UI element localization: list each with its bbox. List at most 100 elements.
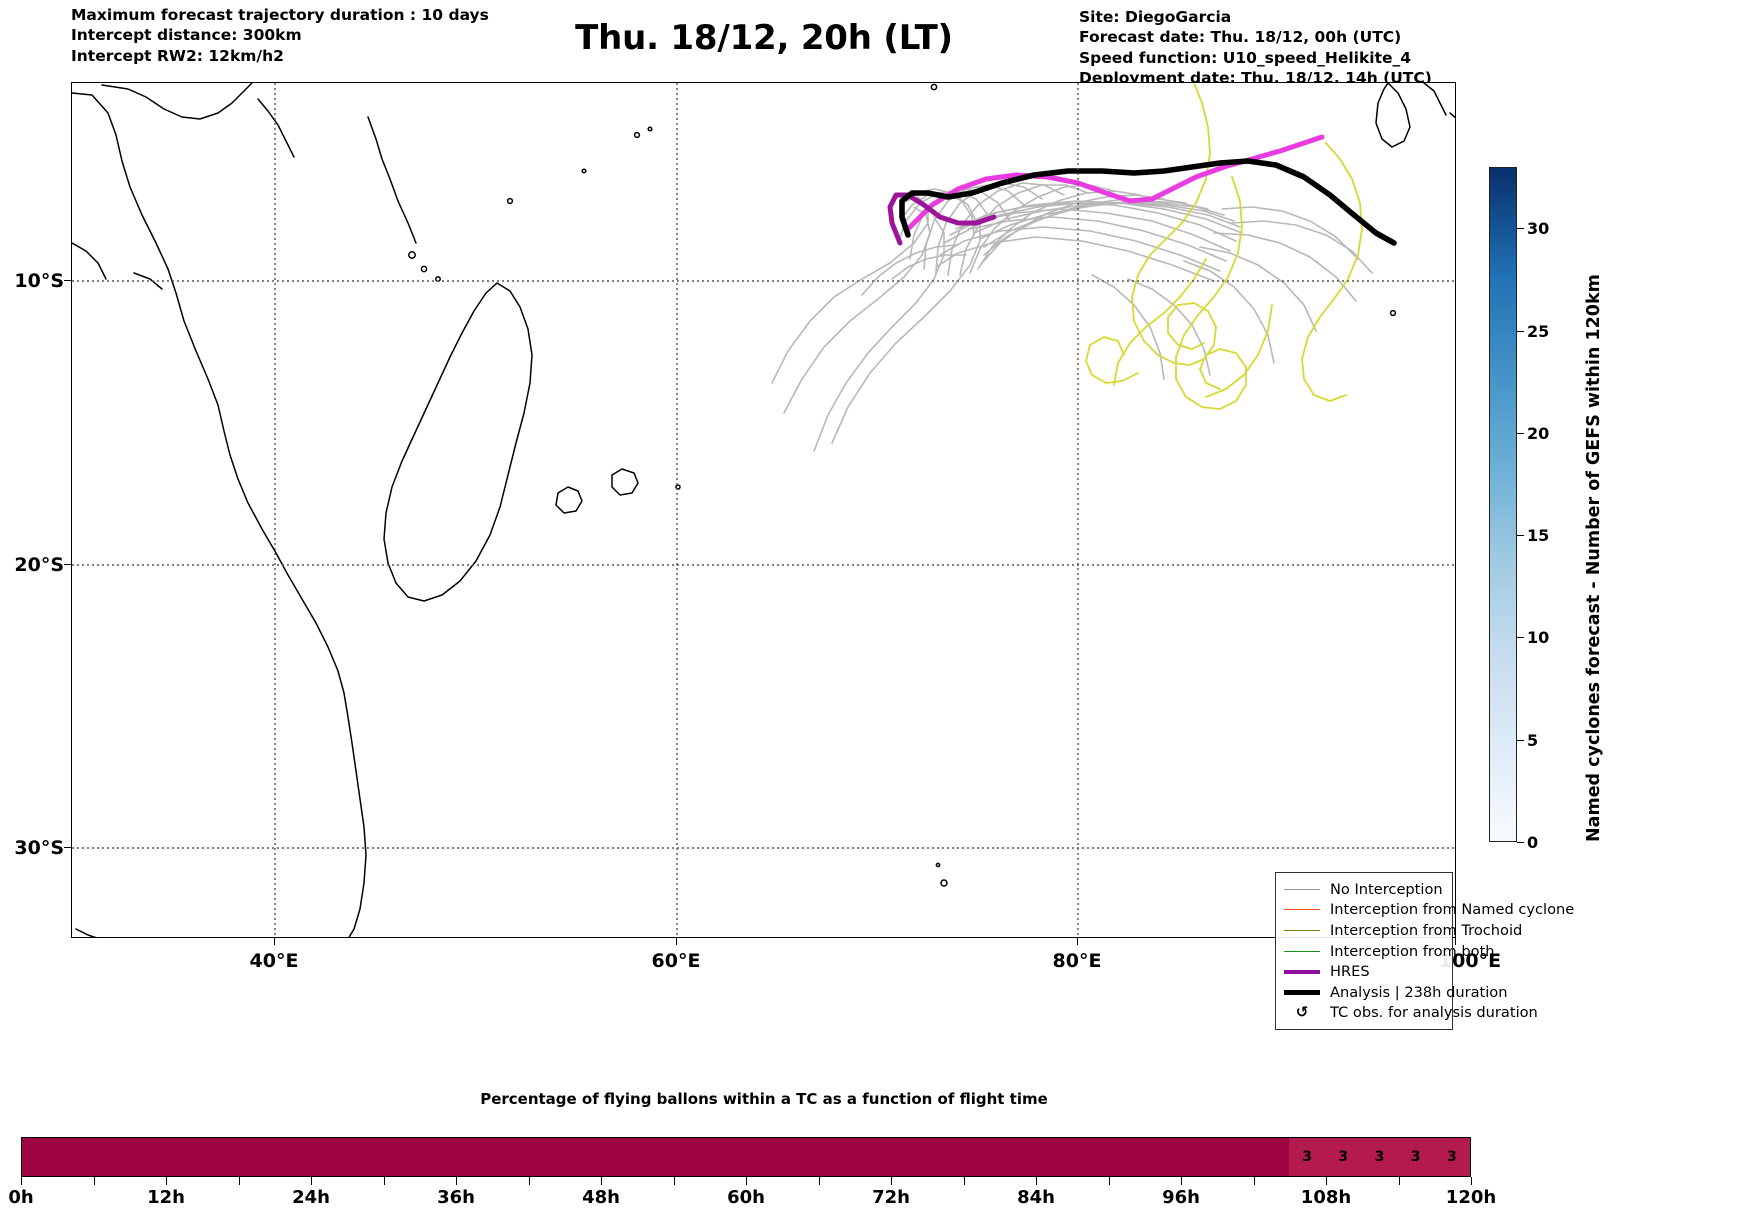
legend-line-swatch [1283,888,1321,890]
forecast-date-line: Forecast date: Thu. 18/12, 00h (UTC) [1079,28,1402,47]
map-ytickmark-20s [64,564,71,565]
legend-label: Interception from Trochoid [1330,921,1523,939]
timeline-tick-label: 0h [8,1187,34,1208]
colorbar-tick-label: 0 [1527,833,1539,852]
coastline-layer [72,83,1455,937]
timeline-tickmark [528,1177,530,1185]
timeline-tickmark [1108,1177,1110,1185]
timeline-caption: Percentage of flying ballons within a TC… [480,1090,1048,1108]
legend-label: Analysis | 238h duration [1330,983,1508,1001]
map-xtick-60e: 60°E [651,950,701,972]
timeline-segment[interactable]: 3 [1289,1138,1326,1176]
legend-row[interactable]: Interception from both [1283,941,1495,962]
colorbar-tickmark [1517,432,1524,434]
timeline-tickmark [818,1177,820,1185]
timeline-tickmark [1471,1177,1472,1185]
legend-row[interactable]: ↺ TC obs. for analysis duration [1283,1003,1538,1024]
timeline-tickmark [21,1177,22,1185]
legend-line [1284,950,1320,952]
hres-track-dark-head [887,192,997,246]
legend-row[interactable]: Interception from Named cyclone [1283,900,1574,921]
timeline-tickmark [1253,1177,1255,1185]
legend-line [1284,929,1320,931]
legend-label: TC obs. for analysis duration [1330,1004,1538,1022]
colorbar-tick-label: 15 [1527,526,1550,546]
legend-row[interactable]: Analysis | 238h duration [1283,982,1507,1003]
grid-layer [72,83,1455,937]
legend-line-swatch [1283,969,1321,974]
timeline-tickmark [1326,1177,1327,1185]
timeline-tickmark [238,1177,240,1185]
timeline-tick-label: 120h [1445,1187,1497,1208]
colorbar-title-text: Named cyclones forecast - Number of GEFS… [1584,274,1604,842]
timeline-tick-label: 24h [292,1187,330,1208]
header-left-line-2: Intercept distance: 300km [71,26,302,45]
cyclone-marker-icon: ↺ [1283,1005,1321,1020]
colorbar-tick-label: 25 [1527,321,1550,341]
timeline-tickmark [963,1177,965,1185]
legend-line [1284,989,1320,995]
page-title: Thu. 18/12, 20h (LT) [575,18,953,58]
colorbar-title-wrap: Named cyclones forecast - Number of GEFS… [1562,167,1604,842]
speed-function-line: Speed function: U10_speed_Helikite_4 [1079,48,1412,67]
timeline-tick-label: 72h [872,1187,910,1208]
map-xtickmark-80e [1077,938,1078,945]
colorbar[interactable]: 0 5 10 15 20 25 30 [1489,167,1549,852]
timeline-tick-label: 96h [1162,1187,1200,1208]
map-ytickmark-10s [64,280,71,281]
colorbar-tickmark [1517,842,1524,843]
legend-label: No Interception [1330,880,1443,898]
hres-track [905,134,1325,232]
map-legend[interactable]: No Interception Interception from Named c… [1275,872,1574,1031]
timeline-segment[interactable]: 3 [1325,1138,1362,1176]
legend-label: Interception from Named cyclone [1330,901,1575,919]
colorbar-tickmark [1517,330,1524,332]
legend-line [1284,909,1320,911]
legend-line-swatch [1283,989,1321,995]
timeline-tickmark [166,1177,167,1185]
legend-line-swatch [1283,909,1321,911]
timeline-segment[interactable]: 3 [1361,1138,1398,1176]
timeline-tickmark [93,1177,95,1185]
timeline-tickmark [673,1177,675,1185]
colorbar-tick-label: 20 [1527,423,1550,443]
legend-label: HRES [1330,963,1370,981]
timeline-segment[interactable] [22,1138,1289,1176]
colorbar-tick-label: 5 [1527,730,1539,750]
map-plot-area[interactable] [71,82,1456,938]
colorbar-gradient [1489,167,1517,842]
map-ytick-20s: 20°S [14,554,64,576]
timeline-tick-label: 12h [147,1187,185,1208]
colorbar-tick-label: 10 [1527,628,1550,648]
map-xtick-80e: 80°E [1052,950,1102,972]
legend-row[interactable]: Interception from Trochoid [1283,920,1522,941]
map-ytickmark-30s [64,847,71,848]
ensemble-no-interception-tracks [771,182,1373,452]
timeline-tickmark [1036,1177,1037,1185]
header-left-info: Maximum forecast trajectory duration : 1… [71,5,489,66]
colorbar-tickmark [1517,637,1524,639]
site-line: Site: DiegoGarcia [1079,8,1232,26]
map-xtickmark-100e [1455,938,1456,945]
timeline-segment[interactable]: 3 [1397,1138,1434,1176]
timeline-tick-label: 36h [437,1187,475,1208]
timeline-tickmark [456,1177,457,1185]
header-left-line-1: Maximum forecast trajectory duration : 1… [71,6,489,24]
header-left-line-3: Intercept RW2: 12km/h2 [71,46,284,65]
timeline-tick-label: 108h [1300,1187,1352,1208]
map-xtickmark-40e [274,938,275,945]
legend-row[interactable]: No Interception [1283,879,1444,900]
timeline-tickmark [746,1177,747,1185]
colorbar-tickmark [1517,739,1524,741]
timeline-axis: 0h 12h 24h 36h 48h 60h 72h 84h 96h 108h 120h [8,1177,1496,1211]
timeline-tickmark [601,1177,602,1185]
map-ytick-10s: 10°S [14,270,64,292]
colorbar-tickmark [1517,535,1524,537]
timeline-tick-label: 84h [1017,1187,1055,1208]
analysis-track [899,158,1397,246]
map-xtickmark-60e [676,938,677,945]
timeline-segment[interactable]: 3 [1433,1138,1470,1176]
legend-row[interactable]: HRES [1283,961,1444,982]
colorbar-tick-label: 30 [1527,219,1550,239]
